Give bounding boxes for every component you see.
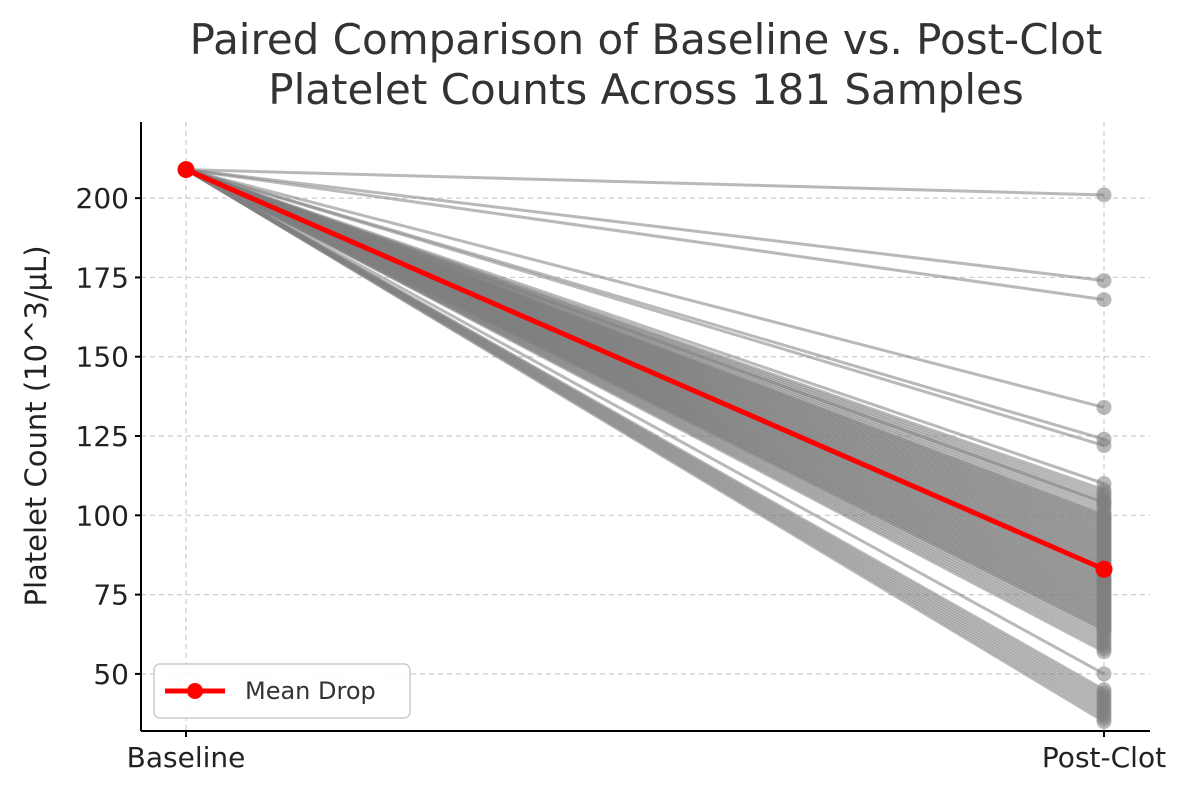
pair-point-post-clot <box>1096 438 1112 454</box>
mean-series <box>177 161 1113 578</box>
mean-line <box>185 167 1105 572</box>
pair-line <box>185 168 1105 283</box>
pair-point-post-clot <box>1096 666 1112 682</box>
y-tick-label: 75 <box>93 579 129 612</box>
y-tick-label: 125 <box>76 420 129 453</box>
mean-point-post-clot <box>1095 560 1113 578</box>
legend-swatch-marker <box>187 683 203 699</box>
y-ticks: 50 75 100 125 150 175 200 <box>76 182 141 691</box>
chart-title-line-1: Paired Comparison of Baseline vs. Post-C… <box>190 15 1103 64</box>
pair-point-post-clot <box>1096 292 1112 308</box>
y-tick-label: 100 <box>76 499 129 532</box>
y-tick-label: 200 <box>76 182 129 215</box>
x-tick-label: Post-Clot <box>1042 741 1166 774</box>
y-tick-label: 150 <box>76 341 129 374</box>
mean-point-baseline <box>177 161 195 179</box>
chart-title-line-2: Platelet Counts Across 181 Samples <box>268 65 1023 114</box>
legend-box <box>153 663 411 719</box>
pair-line <box>185 168 1105 723</box>
x-ticks: Baseline Post-Clot <box>127 731 1166 774</box>
pair-point-post-clot <box>1096 644 1112 660</box>
pair-line <box>185 168 1105 409</box>
y-axis-label: Platelet Count (10^3/μL) <box>19 245 53 606</box>
pair-line <box>185 168 1105 654</box>
pair-line <box>185 168 1105 302</box>
pair-line <box>185 168 1105 197</box>
pair-line <box>185 168 1105 447</box>
pair-point-post-clot <box>1096 713 1112 729</box>
legend: Mean Drop <box>153 663 411 719</box>
pair-point-post-clot <box>1096 273 1112 289</box>
x-tick-label: Baseline <box>127 741 246 774</box>
pair-line <box>185 168 1105 676</box>
axes <box>140 122 1150 732</box>
pair-point-post-clot <box>1096 399 1112 415</box>
pair-point-post-clot <box>1096 187 1112 203</box>
paired-lines <box>178 162 1112 729</box>
legend-label-mean-drop: Mean Drop <box>245 677 376 705</box>
y-tick-label: 50 <box>93 658 129 691</box>
y-tick-label: 175 <box>76 261 129 294</box>
